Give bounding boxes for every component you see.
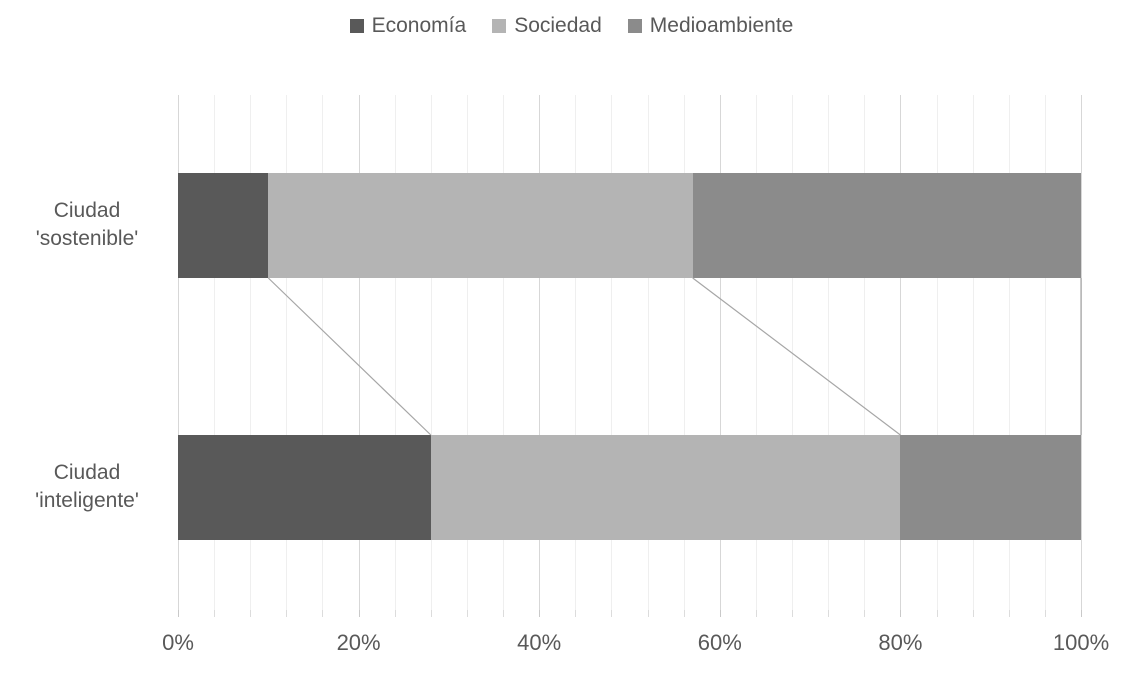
bar-segment-sociedad [268,173,693,278]
axis-tick [322,610,324,617]
category-label-line: 'inteligente' [35,489,139,512]
axis-tick [358,610,360,617]
minor-gridline [647,95,649,610]
axis-tick [1008,610,1010,617]
series-connector-line [692,277,901,436]
legend-item-economia: Economía [349,14,467,38]
minor-gridline [828,95,830,610]
minor-gridline [286,95,288,610]
major-gridline [358,95,360,610]
minor-gridline [503,95,505,610]
major-gridline [539,95,541,610]
minor-gridline [683,95,685,610]
minor-gridline [394,95,396,610]
bar-segment-economia [178,435,431,540]
minor-gridline [250,95,252,610]
x-axis-label-80: 80% [878,630,923,655]
minor-gridline [575,95,577,610]
axis-tick [900,610,902,617]
minor-gridline [1008,95,1010,610]
minor-gridline [755,95,757,610]
bar-inteligente [178,435,1081,540]
x-axis: 0% 20% 40% 60% 80% 100% [162,630,1109,662]
axis-tick [286,610,288,617]
minor-gridline [322,95,324,610]
axis-tick [719,610,721,617]
axis-tick [647,610,649,617]
minor-gridline [972,95,974,610]
axis-tick [972,610,974,617]
bar-segment-medioambiente [692,173,1081,278]
category-label-inteligente: Ciudad 'inteligente' [4,459,170,515]
axis-tick [611,610,613,617]
major-gridline [719,95,721,610]
axis-tick [792,610,794,617]
axis-tick [864,610,866,617]
x-axis-label-60: 60% [697,630,742,655]
legend-swatch-icon [492,19,507,33]
minor-gridline [864,95,866,610]
category-label-sostenible: Ciudad 'sostenible' [4,197,170,253]
legend-label: Medioambiente [649,14,794,37]
legend-swatch-icon [627,19,642,33]
bar-segment-medioambiente [900,435,1081,540]
legend: Economía Sociedad Medioambiente [0,14,1143,38]
minor-gridline [214,95,216,610]
axis-tick [1044,610,1046,617]
axis-tick [936,610,938,617]
bar-segment-economia [178,173,269,278]
legend-item-sociedad: Sociedad [492,14,602,38]
plot-area [178,95,1082,617]
bar-segment-sociedad [430,435,901,540]
major-gridline [900,95,902,610]
x-axis-label-0: 0% [162,630,194,655]
series-connector-lines [267,277,1082,436]
minor-gridline [466,95,468,610]
legend-item-medioambiente: Medioambiente [627,14,794,38]
series-connector-line [267,277,432,436]
axis-tick [466,610,468,617]
bar-sostenible [178,173,1081,278]
axis-tick [683,610,685,617]
legend-label: Sociedad [514,14,602,37]
axis-tick [1081,610,1082,617]
minor-gridline [1044,95,1046,610]
axis-tick [539,610,541,617]
legend-label: Economía [371,14,467,37]
axis-tick [828,610,830,617]
category-label-line: Ciudad [53,199,121,223]
major-gridline [178,95,179,610]
axis-tick [503,610,505,617]
legend-swatch-icon [349,19,364,33]
axis-tick [214,610,216,617]
minor-gridline [611,95,613,610]
axis-tick [575,610,577,617]
x-axis-label-40: 40% [517,630,562,655]
axis-tick [430,610,432,617]
category-label-line: 'sostenible' [35,227,139,250]
x-axis-label-20: 20% [336,630,381,655]
minor-gridline [936,95,938,610]
x-axis-label-100: 100% [1052,630,1110,655]
axis-tick [394,610,396,617]
axis-tick [178,610,179,617]
axis-tick [755,610,757,617]
category-label-line: Ciudad [53,461,121,485]
minor-gridline [792,95,794,610]
axis-tick [250,610,252,617]
minor-gridline [430,95,432,610]
